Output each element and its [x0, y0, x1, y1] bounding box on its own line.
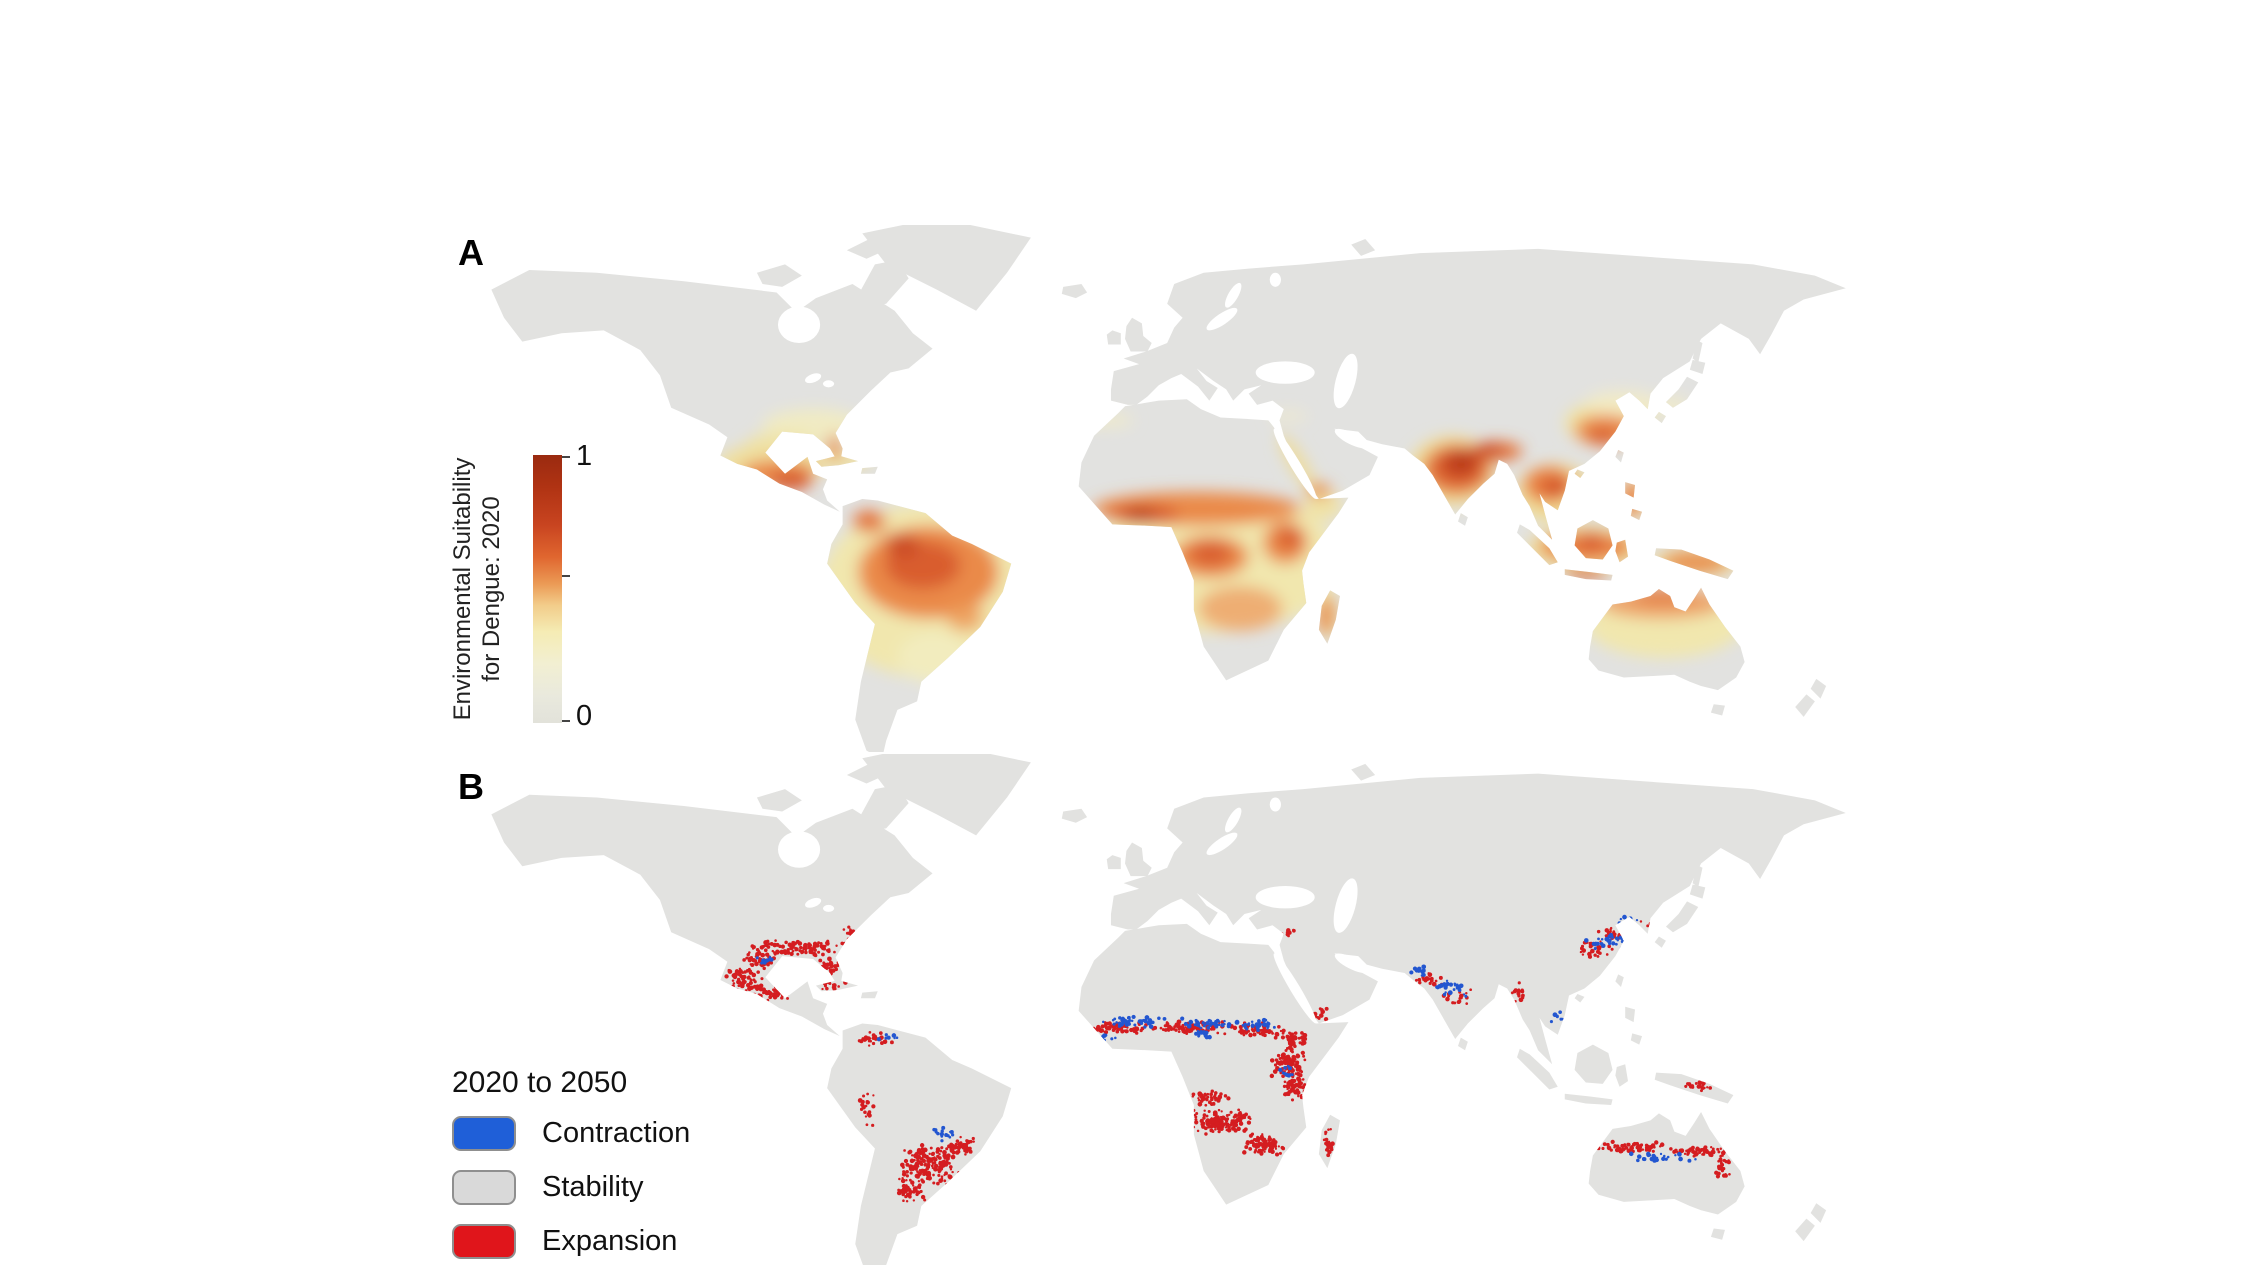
- panel-a-label: A: [458, 232, 484, 273]
- contraction-swatch: [452, 1116, 516, 1151]
- stability-swatch: [452, 1170, 516, 1205]
- legend-item-contraction: Contraction: [452, 1116, 690, 1151]
- suitability-colorbar: [533, 455, 562, 723]
- expansion-dots: [724, 920, 1731, 1203]
- contraction-label: Contraction: [542, 1117, 691, 1149]
- panel-b-label: B: [458, 766, 484, 807]
- stability-label: Stability: [542, 1171, 644, 1203]
- expansion-label: Expansion: [542, 1225, 678, 1257]
- map-panel-a-suitability-2020: [445, 225, 1850, 752]
- colorbar-max-label: 1: [576, 440, 593, 472]
- colorbar-tick-min: [562, 720, 570, 722]
- colorbar-title-line1: Environmental Suitability: [449, 457, 476, 721]
- colorbar-title: Environmental Suitability for Dengue: 20…: [449, 419, 507, 759]
- legend-item-expansion: Expansion: [452, 1224, 690, 1259]
- colorbar-tick-max: [562, 456, 570, 458]
- legend-item-stability: Stability: [452, 1170, 690, 1205]
- colorbar-tick-mid: [562, 575, 570, 577]
- map-panel-b-change-2020-2050: [445, 754, 1850, 1265]
- expansion-swatch: [452, 1224, 516, 1259]
- colorbar-min-label: 0: [576, 700, 593, 732]
- legend-title: 2020 to 2050: [452, 1066, 628, 1099]
- contraction-dots: [755, 914, 1697, 1163]
- colorbar-title-line2: for Dengue: 2020: [477, 496, 505, 682]
- change-legend: 2020 to 2050 Contraction Stability Expan…: [452, 1066, 690, 1265]
